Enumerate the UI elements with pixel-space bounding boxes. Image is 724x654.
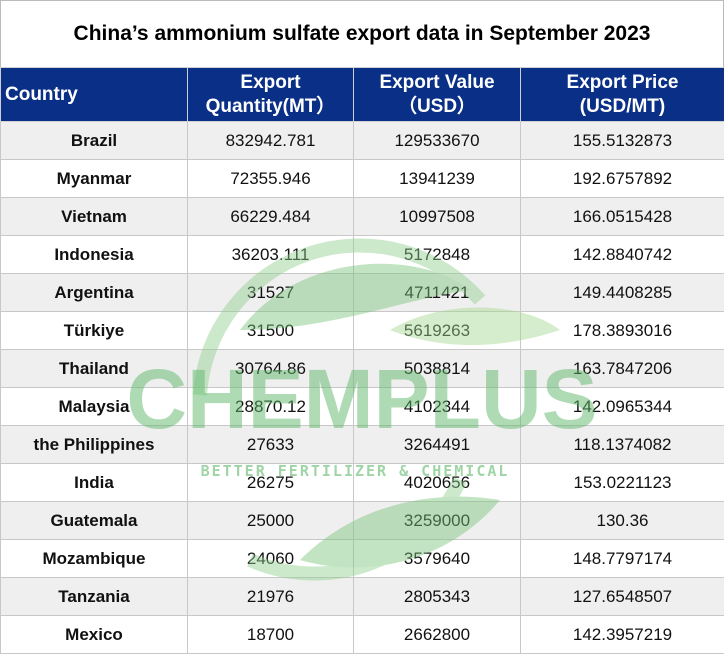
value-cell: 28870.12 <box>188 388 354 426</box>
value-cell: 31500 <box>188 312 354 350</box>
value-cell: 27633 <box>188 426 354 464</box>
value-cell: 142.8840742 <box>521 236 724 274</box>
value-cell: 3264491 <box>354 426 521 464</box>
header-line: Export <box>188 71 353 95</box>
value-cell: 72355.946 <box>188 160 354 198</box>
country-cell: Mozambique <box>1 540 188 578</box>
country-cell: India <box>1 464 188 502</box>
value-cell: 3259000 <box>354 502 521 540</box>
country-cell: Guatemala <box>1 502 188 540</box>
value-cell: 129533670 <box>354 122 521 160</box>
value-cell: 26275 <box>188 464 354 502</box>
value-cell: 192.6757892 <box>521 160 724 198</box>
value-cell: 127.6548507 <box>521 578 724 616</box>
country-cell: Mexico <box>1 616 188 654</box>
value-cell: 66229.484 <box>188 198 354 236</box>
title: China’s ammonium sulfate export data in … <box>0 0 724 67</box>
value-cell: 24060 <box>188 540 354 578</box>
value-cell: 149.4408285 <box>521 274 724 312</box>
country-cell: Argentina <box>1 274 188 312</box>
value-cell: 5172848 <box>354 236 521 274</box>
header-line: Country <box>5 83 187 107</box>
value-cell: 21976 <box>188 578 354 616</box>
value-cell: 4711421 <box>354 274 521 312</box>
country-cell: Türkiye <box>1 312 188 350</box>
value-cell: 25000 <box>188 502 354 540</box>
value-cell: 4020656 <box>354 464 521 502</box>
header-line: （USD） <box>354 95 520 119</box>
value-cell: 178.3893016 <box>521 312 724 350</box>
header-line: Export Price <box>521 71 724 95</box>
value-cell: 142.3957219 <box>521 616 724 654</box>
value-cell: 2662800 <box>354 616 521 654</box>
country-cell: Thailand <box>1 350 188 388</box>
value-cell: 13941239 <box>354 160 521 198</box>
country-cell: Brazil <box>1 122 188 160</box>
value-cell: 2805343 <box>354 578 521 616</box>
value-cell: 166.0515428 <box>521 198 724 236</box>
header-line: Export Value <box>354 71 520 95</box>
value-cell: 10997508 <box>354 198 521 236</box>
header-line: Quantity(MT） <box>188 95 353 119</box>
value-cell: 832942.781 <box>188 122 354 160</box>
value-cell: 118.1374082 <box>521 426 724 464</box>
country-cell: the Philippines <box>1 426 188 464</box>
value-cell: 4102344 <box>354 388 521 426</box>
header-cell: Export Value（USD） <box>354 68 521 122</box>
value-cell: 5038814 <box>354 350 521 388</box>
value-cell: 5619263 <box>354 312 521 350</box>
header-line: (USD/MT) <box>521 95 724 119</box>
value-cell: 30764.86 <box>188 350 354 388</box>
country-cell: Tanzania <box>1 578 188 616</box>
country-cell: Indonesia <box>1 236 188 274</box>
value-cell: 3579640 <box>354 540 521 578</box>
country-cell: Malaysia <box>1 388 188 426</box>
country-cell: Myanmar <box>1 160 188 198</box>
value-cell: 148.7797174 <box>521 540 724 578</box>
value-cell: 142.0965344 <box>521 388 724 426</box>
header-cell: Country <box>1 68 188 122</box>
value-cell: 18700 <box>188 616 354 654</box>
value-cell: 153.0221123 <box>521 464 724 502</box>
value-cell: 163.7847206 <box>521 350 724 388</box>
value-cell: 155.5132873 <box>521 122 724 160</box>
value-cell: 130.36 <box>521 502 724 540</box>
value-cell: 36203.111 <box>188 236 354 274</box>
header-cell: Export Price(USD/MT) <box>521 68 724 122</box>
country-cell: Vietnam <box>1 198 188 236</box>
value-cell: 31527 <box>188 274 354 312</box>
